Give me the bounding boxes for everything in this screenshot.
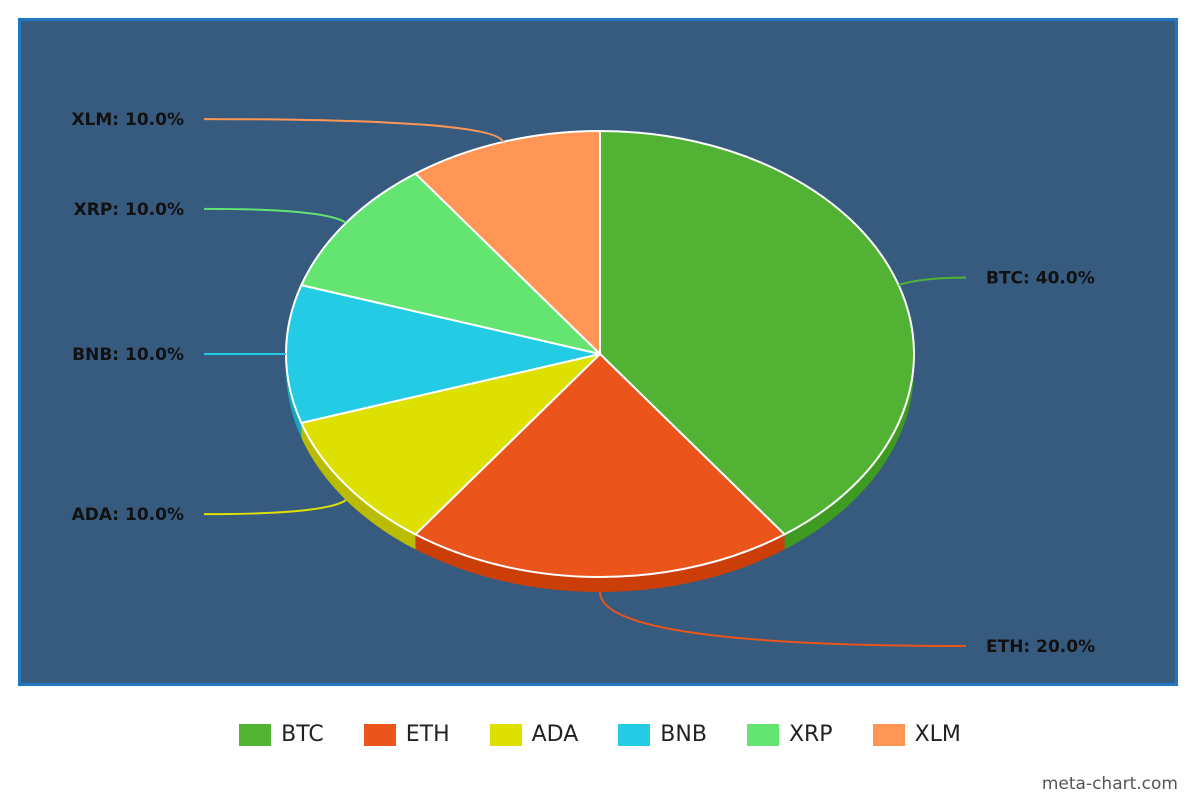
legend-item-ada[interactable]: ADA — [489, 722, 579, 747]
pie-side-btc — [784, 354, 914, 550]
pie-chart: BTC: 40.0% ETH: 20.0% ADA: 10.0% BNB: 10.0%… — [71, 110, 1095, 657]
legend: BTC ETH ADA BNB XRP XLM — [0, 722, 1200, 747]
label-connector-xlm — [203, 118, 504, 143]
label-connector-btc — [898, 276, 967, 287]
pie-slice-ada[interactable] — [300, 353, 601, 536]
label-connector-eth — [599, 591, 967, 647]
legend-swatch — [489, 723, 522, 746]
legend-swatch — [618, 723, 651, 746]
slice-label-eth: ETH: 20.0% — [986, 637, 1095, 657]
pie-side-ada — [301, 422, 416, 550]
legend-item-xrp[interactable]: XRP — [746, 722, 833, 747]
pie-slice-eth[interactable] — [414, 353, 786, 578]
legend-item-btc[interactable]: BTC — [239, 722, 324, 747]
legend-label: ADA — [531, 722, 579, 747]
pie-side-eth — [415, 534, 785, 593]
legend-item-bnb[interactable]: BNB — [618, 722, 707, 747]
legend-swatch — [363, 723, 396, 746]
label-connector-ada — [203, 499, 347, 516]
pie-side-bnb — [286, 354, 302, 438]
legend-swatch — [872, 723, 905, 746]
slice-label-btc: BTC: 40.0% — [986, 269, 1095, 289]
legend-swatch — [746, 723, 779, 746]
legend-swatch — [239, 723, 272, 746]
legend-label: ETH — [405, 722, 450, 747]
legend-label: BTC — [281, 722, 324, 747]
chart-area: BTC: 40.0% ETH: 20.0% ADA: 10.0% BNB: 10.0%… — [18, 18, 1178, 686]
slice-label-xrp: XRP: 10.0% — [74, 200, 184, 220]
legend-item-eth[interactable]: ETH — [363, 722, 450, 747]
label-connector-xrp — [203, 207, 347, 224]
slice-label-bnb: BNB: 10.0% — [72, 345, 184, 365]
legend-item-xlm[interactable]: XLM — [872, 722, 961, 747]
legend-label: XRP — [788, 722, 833, 747]
legend-label: BNB — [660, 722, 707, 747]
slice-label-xlm: XLM: 10.0% — [71, 110, 184, 130]
watermark: meta-chart.com — [1041, 774, 1178, 794]
legend-label: XLM — [914, 722, 961, 747]
slice-label-ada: ADA: 10.0% — [72, 505, 184, 525]
